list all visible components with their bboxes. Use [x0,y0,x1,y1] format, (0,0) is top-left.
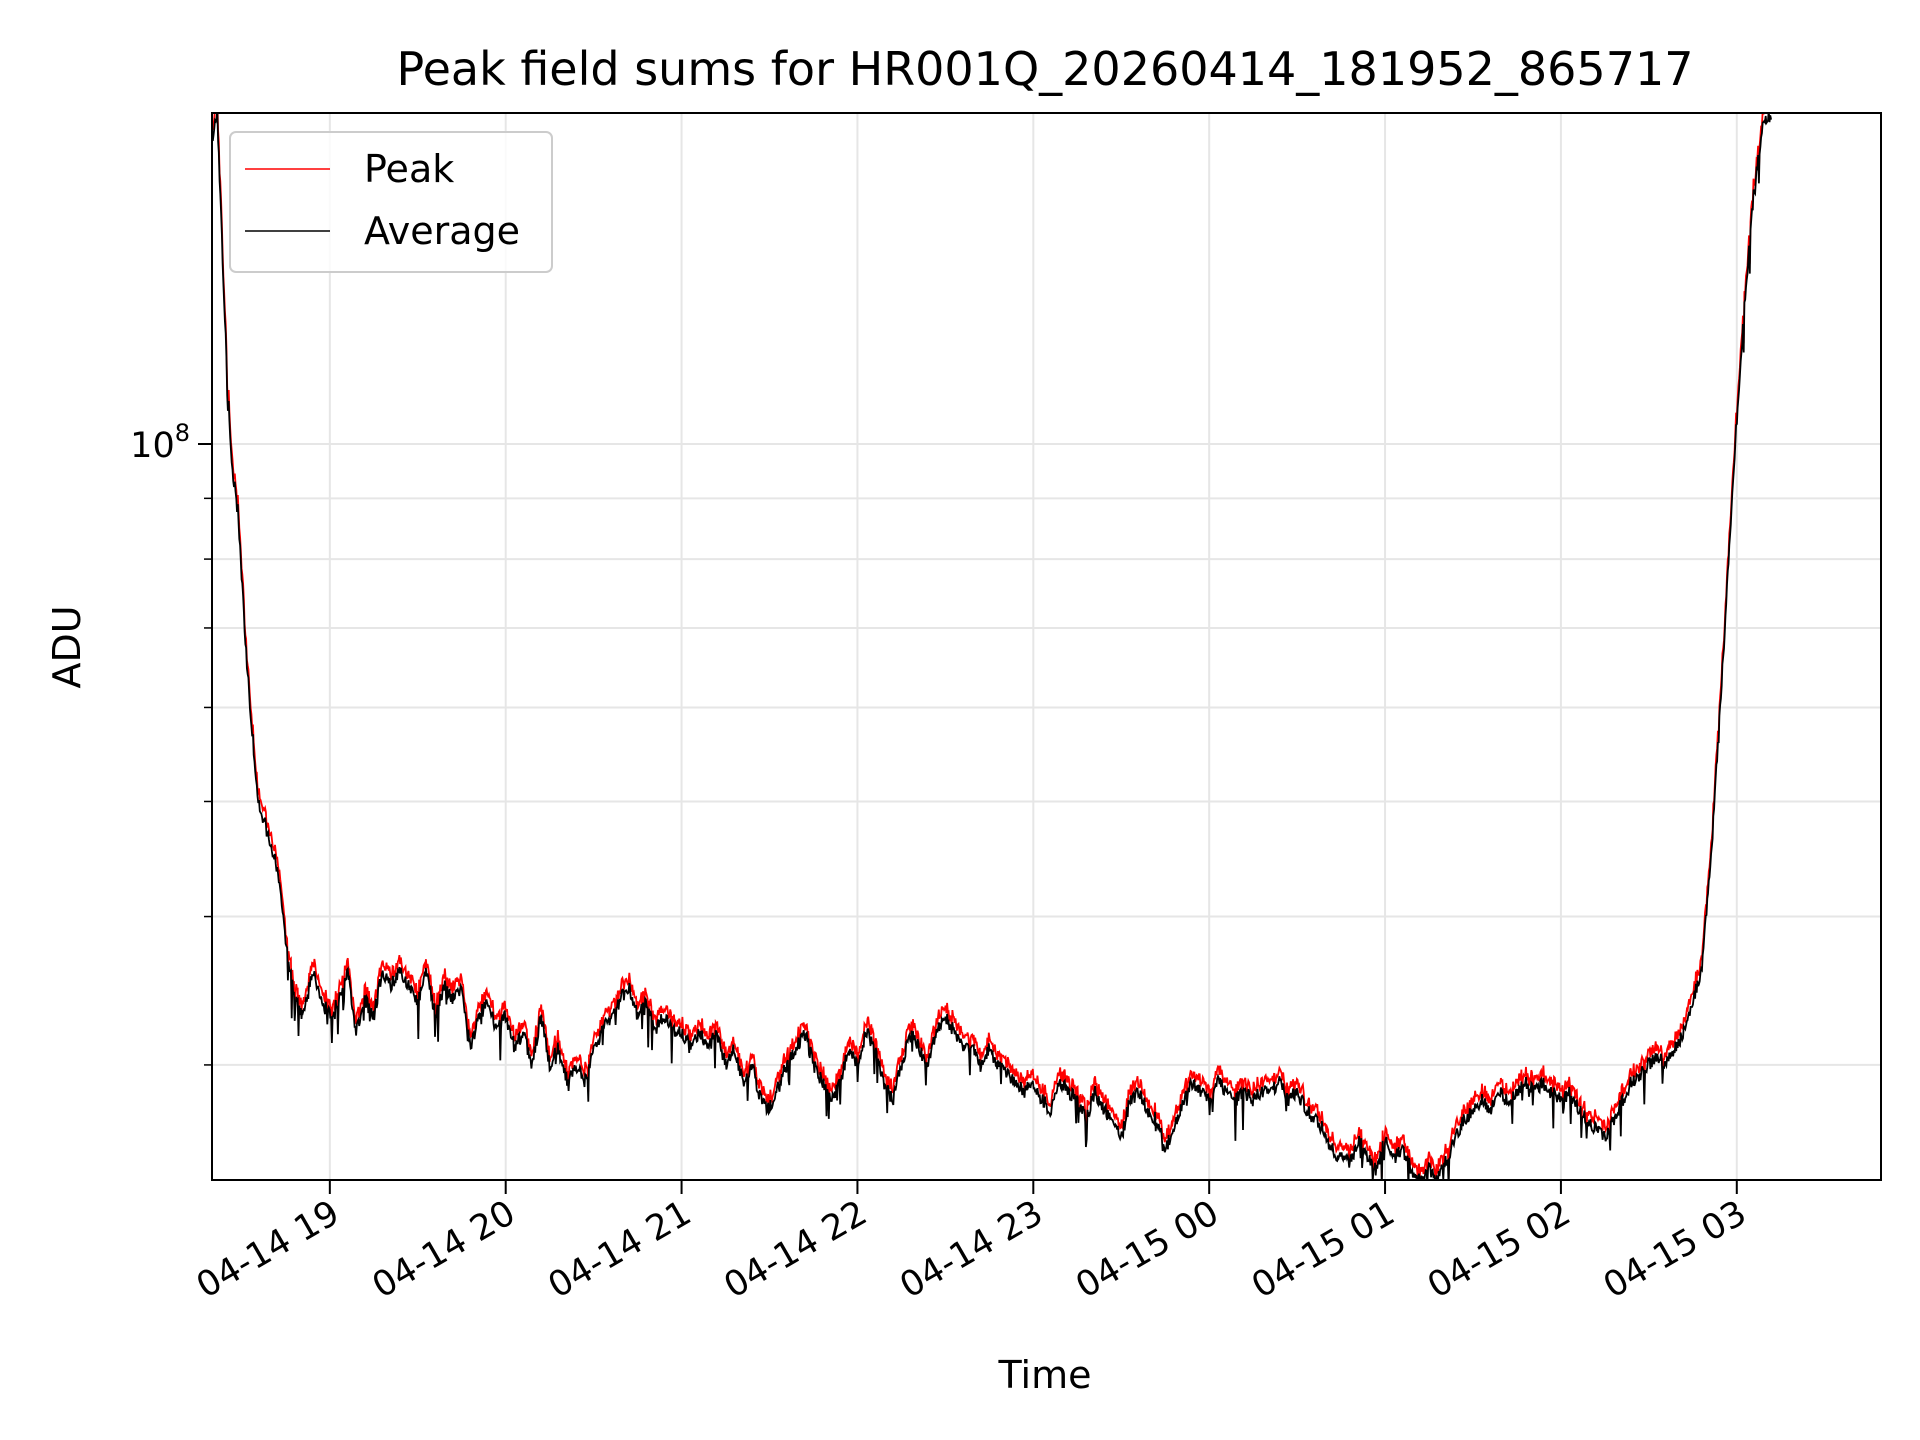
y-tick-label: 108 [130,419,190,466]
y-axis-ticks: 108 [130,419,212,1066]
y-axis-label: ADU [45,605,89,688]
legend-box [229,131,553,273]
x-axis-label: Time [998,1353,1092,1397]
legend: Peak Average [229,131,553,273]
chart-title: Peak field sums for HR001Q_20260414_1819… [396,42,1693,96]
plot-frame [211,112,1882,1181]
legend-peak-label: Peak [364,147,454,191]
series-average-line [212,113,1772,1180]
grid [212,113,1881,1180]
legend-average-label: Average [364,209,520,253]
series-layer [212,113,1772,1180]
